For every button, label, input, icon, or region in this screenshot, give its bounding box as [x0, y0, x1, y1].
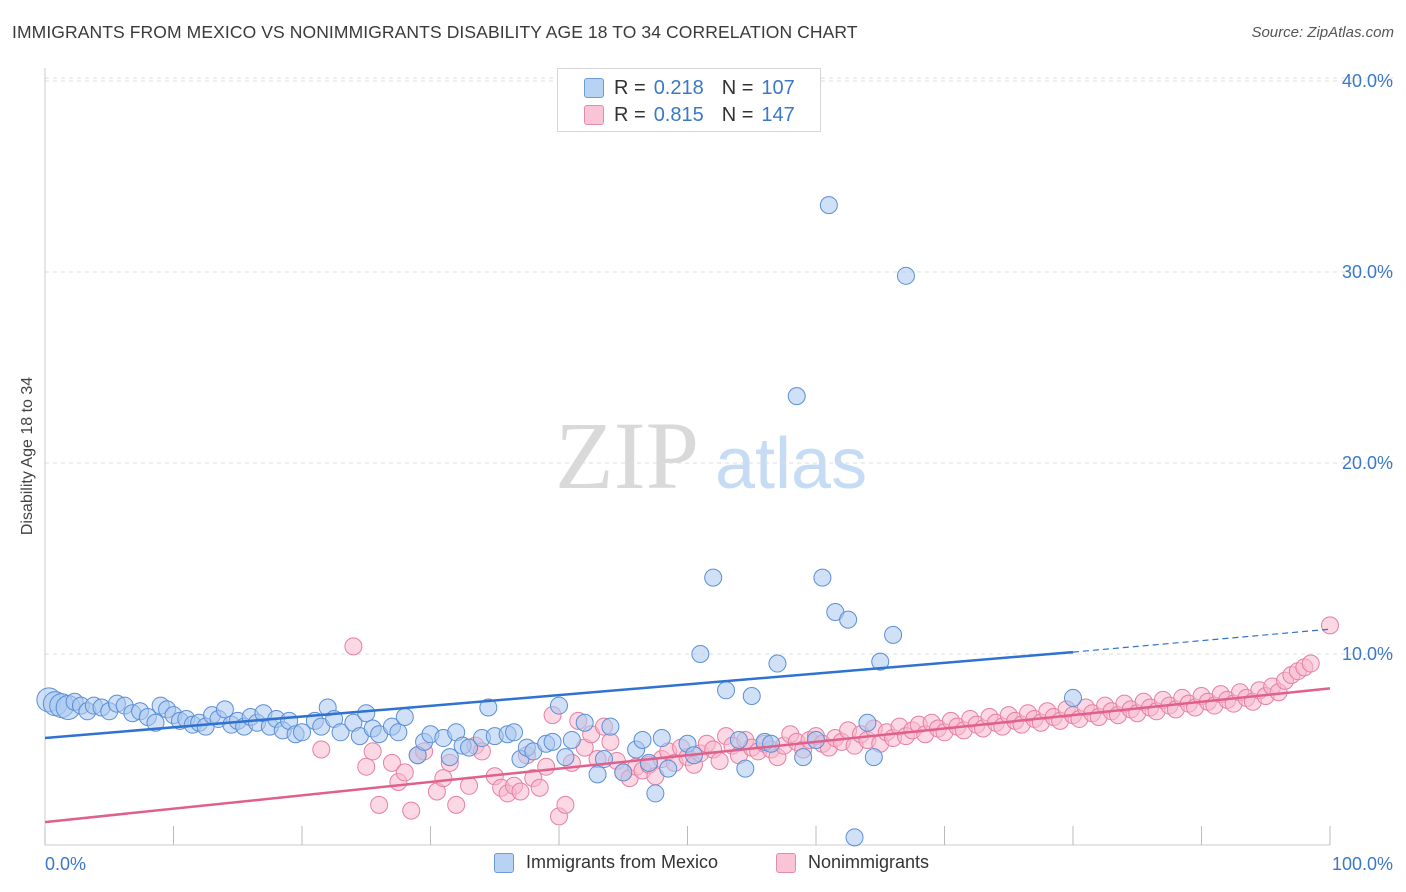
point-nonimmigrants	[460, 776, 479, 795]
bottom-legend: Immigrants from Mexico Nonimmigrants	[0, 852, 1406, 878]
point-immigrants-mexico	[819, 196, 838, 215]
point-immigrants-mexico	[652, 729, 671, 748]
point-immigrants-mexico	[556, 748, 575, 767]
bottom-legend-label: Immigrants from Mexico	[526, 852, 719, 872]
watermark-zip: ZIP	[555, 402, 699, 509]
point-immigrants-mexico	[460, 738, 479, 757]
point-nonimmigrants	[357, 757, 376, 776]
chart-title: IMMIGRANTS FROM MEXICO VS NONIMMIGRANTS …	[12, 22, 858, 42]
point-nonimmigrants	[710, 751, 729, 770]
point-immigrants-mexico	[717, 681, 736, 700]
legend-r-label: R =	[614, 76, 646, 99]
trendline-nonimmigrants	[44, 687, 1331, 824]
point-nonimmigrants	[395, 763, 414, 782]
point-nonimmigrants	[530, 778, 549, 797]
point-nonimmigrants	[447, 795, 466, 814]
point-nonimmigrants	[382, 753, 401, 772]
legend-n-value: 107	[761, 76, 795, 99]
y-tick-label: 10.0%	[1342, 644, 1393, 664]
bottom-legend-label: Nonimmigrants	[808, 852, 930, 872]
legend-row-nonimmigrants: R = 0.815 N = 147	[584, 103, 795, 127]
point-nonimmigrants	[1321, 616, 1339, 635]
point-immigrants-mexico	[813, 568, 832, 587]
legend-n-label: N =	[721, 103, 754, 126]
point-immigrants-mexico	[729, 730, 748, 749]
point-immigrants-mexico	[588, 765, 607, 784]
point-immigrants-mexico	[293, 723, 311, 742]
point-nonimmigrants	[511, 782, 530, 801]
point-nonimmigrants	[344, 637, 363, 656]
point-immigrants-mexico	[395, 708, 414, 727]
legend-n-value: 147	[761, 103, 795, 126]
point-immigrants-mexico	[639, 753, 658, 772]
watermark-atlas: atlas	[715, 424, 867, 504]
point-immigrants-mexico	[146, 713, 165, 732]
point-immigrants-mexico	[768, 654, 787, 673]
point-nonimmigrants	[434, 769, 453, 788]
bottom-legend-swatch-pink	[776, 852, 796, 873]
point-immigrants-mexico	[543, 732, 562, 751]
point-nonimmigrants	[370, 795, 389, 814]
trendline-immigrants	[44, 650, 1074, 740]
point-immigrants-mexico	[787, 387, 806, 406]
point-immigrants-mexico	[1064, 688, 1082, 707]
legend-r-label: R =	[614, 103, 646, 126]
point-immigrants-mexico	[871, 652, 890, 671]
point-nonimmigrants	[601, 732, 620, 751]
point-immigrants-mexico	[839, 610, 858, 629]
point-nonimmigrants	[312, 740, 331, 759]
point-immigrants-mexico	[884, 625, 903, 644]
point-nonimmigrants	[556, 795, 575, 814]
legend-swatch-pink	[584, 105, 604, 125]
source-label: Source: ZipAtlas.com	[1251, 24, 1394, 41]
point-immigrants-mexico	[659, 759, 678, 778]
point-immigrants-mexico	[357, 704, 376, 723]
legend-r-value: 0.218	[653, 76, 704, 99]
y-tick-label: 30.0%	[1342, 262, 1393, 282]
point-immigrants-mexico	[575, 713, 594, 732]
watermark: ZIP atlas	[555, 402, 867, 509]
x-tick-label: 100.0%	[1332, 854, 1393, 874]
point-immigrants-mexico	[807, 730, 825, 749]
point-immigrants-mexico	[215, 700, 234, 719]
point-immigrants-mexico	[505, 723, 524, 742]
y-tick-label: 40.0%	[1342, 71, 1393, 91]
point-immigrants-mexico	[864, 748, 883, 767]
point-immigrants-mexico	[762, 734, 781, 753]
point-immigrants-mexico	[742, 687, 761, 706]
legend-n-label: N =	[721, 76, 754, 99]
point-immigrants-mexico	[479, 698, 498, 717]
point-nonimmigrants	[402, 801, 421, 820]
point-immigrants-mexico	[858, 713, 877, 732]
x-tick-label: 0.0%	[45, 854, 86, 874]
point-immigrants-mexico	[601, 717, 620, 736]
point-immigrants-mexico	[896, 266, 915, 285]
legend: R = 0.218 N = 107 R = 0.815 N = 147	[557, 68, 821, 132]
point-immigrants-mexico	[614, 763, 633, 782]
point-immigrants-mexico	[562, 730, 581, 749]
point-nonimmigrants	[537, 757, 556, 776]
point-immigrants-mexico	[389, 723, 408, 742]
point-immigrants-mexico	[633, 730, 652, 749]
point-immigrants-mexico	[736, 759, 755, 778]
point-immigrants-mexico	[646, 784, 665, 803]
bottom-legend-immigrants: Immigrants from Mexico	[494, 852, 718, 873]
point-immigrants-mexico	[845, 828, 864, 847]
bottom-legend-nonimmigrants: Nonimmigrants	[776, 852, 929, 873]
legend-r-value: 0.815	[653, 103, 704, 126]
point-immigrants-mexico	[440, 748, 459, 767]
point-immigrants-mexico	[550, 696, 568, 715]
point-nonimmigrants	[1301, 654, 1320, 673]
legend-row-immigrants: R = 0.218 N = 107	[584, 76, 795, 100]
trendline-immigrants-extrapolated	[1072, 628, 1331, 653]
bottom-legend-swatch-blue	[494, 852, 514, 873]
point-nonimmigrants	[363, 742, 382, 761]
legend-swatch-blue	[584, 78, 604, 98]
point-immigrants-mexico	[704, 568, 723, 587]
y-tick-label: 20.0%	[1342, 453, 1393, 473]
point-immigrants-mexico	[691, 645, 710, 663]
point-immigrants-mexico	[331, 723, 350, 742]
point-immigrants-mexico	[794, 748, 813, 767]
